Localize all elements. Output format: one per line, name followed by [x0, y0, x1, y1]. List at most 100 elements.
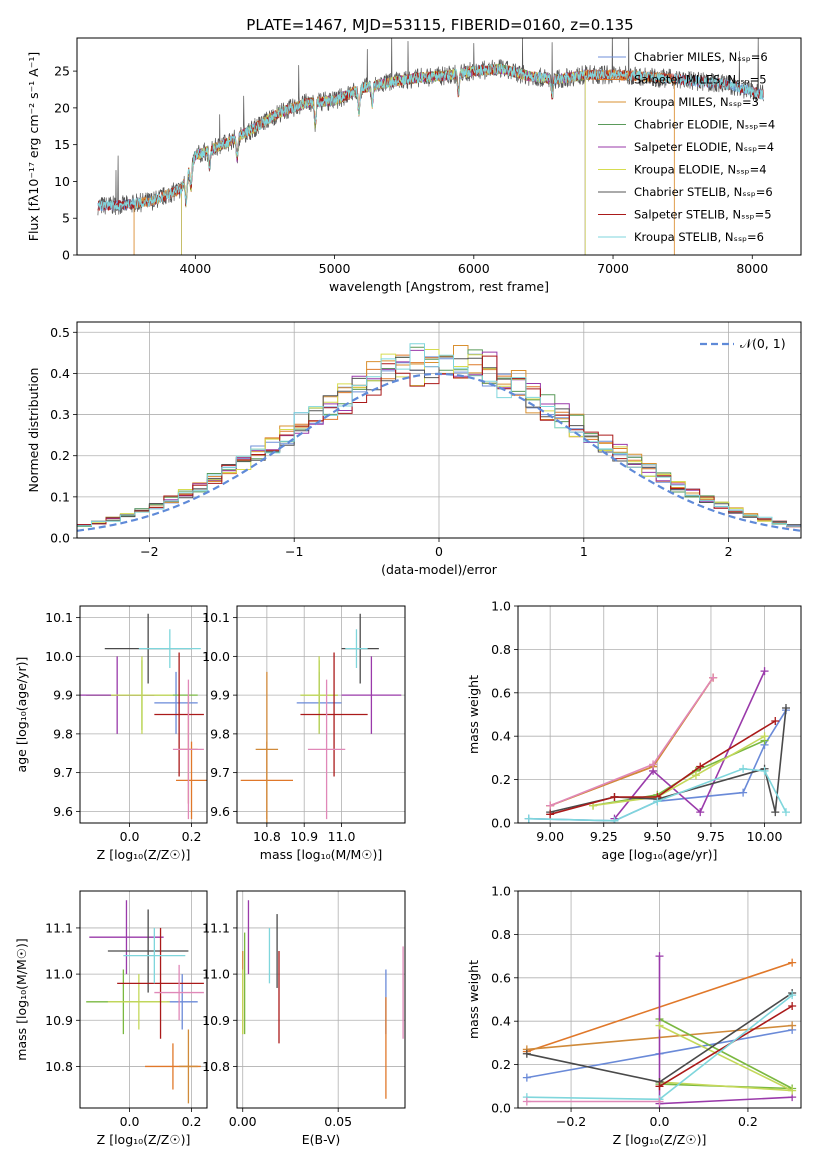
- x-tick-label: 11.0: [328, 829, 356, 844]
- y-axis-label: Flux [fλ10⁻¹⁷ erg cm⁻² s⁻¹ A⁻¹]: [26, 52, 41, 241]
- gaussian-curve: [77, 372, 801, 532]
- x-tick-label: 9.50: [643, 829, 671, 844]
- x-axis-label: Z [log₁₀(Z/Z☉)]: [97, 1132, 191, 1147]
- spectrum-line-5: [181, 65, 586, 255]
- data-point-marker: [739, 764, 748, 773]
- x-axis-label: mass [log₁₀(M/M☉)]: [260, 847, 382, 862]
- data-point-marker: [610, 816, 619, 823]
- mass-weight-line: [528, 767, 787, 822]
- x-tick-label: 10.8: [253, 829, 281, 844]
- y-tick-label: 0.0: [491, 1101, 511, 1116]
- data-point-marker: [522, 1049, 531, 1058]
- massweight-vs-metallicity-panel: −0.2 0.0 0.2 0.0 0.2 0.4 0.6 0.8 1.0 Z [log₁₀(Z/Z…: [466, 884, 802, 1147]
- spectrum-line-6: [181, 63, 586, 255]
- y-tick-label: 9.8: [210, 726, 230, 741]
- y-tick-label: 9.9: [53, 688, 73, 703]
- x-axis-label: (data-model)/error: [381, 562, 498, 577]
- y-tick-label: 15: [54, 137, 70, 152]
- data-point-marker: [788, 1002, 797, 1011]
- x-tick-label: −2: [140, 544, 158, 559]
- y-tick-label: 11.0: [45, 967, 73, 982]
- y-tick-label: 10.0: [45, 649, 73, 664]
- legend-entry: Kroupa MILES, Nₛₛₚ=3: [634, 95, 759, 109]
- data-point-marker: [739, 788, 748, 797]
- data-point-marker: [653, 797, 662, 806]
- mass-weight-line: [549, 677, 714, 807]
- x-tick-label: −1: [285, 544, 303, 559]
- data-point-marker: [696, 762, 705, 771]
- x-tick-label: 10.00: [747, 829, 783, 844]
- y-tick-label: 0: [62, 248, 70, 263]
- y-tick-label: 9.7: [210, 765, 230, 780]
- y-tick-label: 0.6: [491, 970, 511, 985]
- data-point-marker: [655, 1097, 664, 1106]
- figure-title: PLATE=1467, MJD=53115, FIBERID=0160, z=0…: [246, 16, 633, 34]
- x-axis-label: Z [log₁₀(Z/Z☉)]: [613, 1132, 707, 1147]
- data-point-marker: [781, 703, 790, 712]
- data-point-marker: [760, 732, 769, 741]
- y-tick-label: 9.6: [210, 804, 230, 819]
- y-tick-label: 0.8: [491, 642, 511, 657]
- y-tick-label: 0.8: [491, 927, 511, 942]
- axes-frame: [79, 890, 208, 1109]
- age-vs-mass-panel: 10.8 10.9 11.0 9.6 9.7 9.8 9.9 10.0 10.1 mass [lo…: [202, 605, 406, 862]
- legend-entry: Kroupa STELIB, Nₛₛₚ=6: [634, 230, 764, 244]
- y-tick-label: 0.2: [491, 1057, 511, 1072]
- data-point-marker: [610, 792, 619, 801]
- y-tick-label: 0.4: [491, 1014, 511, 1029]
- data-point-marker: [760, 766, 769, 775]
- x-tick-label: 2: [725, 544, 733, 559]
- y-tick-label: 0.0: [491, 816, 511, 831]
- y-tick-label: 10.1: [202, 610, 230, 625]
- axes-frame: [236, 605, 406, 824]
- y-tick-label: 0.4: [50, 366, 70, 381]
- data-point-marker: [781, 808, 790, 817]
- massweight-vs-age-panel: 9.00 9.25 9.50 9.75 10.00 0.0 0.2 0.4 0.6 0.8 1.0 a…: [466, 599, 802, 862]
- y-tick-label: 10.9: [45, 1013, 73, 1028]
- data-point-marker: [546, 810, 555, 819]
- axes-frame: [517, 890, 802, 1109]
- legend-entry: Chabrier ELODIE, Nₛₛₚ=4: [634, 118, 775, 132]
- data-point-marker: [788, 1021, 797, 1030]
- plot-area: [522, 952, 797, 1108]
- legend-entry: Kroupa ELODIE, Nₛₛₚ=4: [634, 163, 767, 177]
- data-point-marker: [522, 1097, 531, 1106]
- data-point-marker: [546, 801, 555, 810]
- x-tick-label: 0.05: [324, 1114, 352, 1129]
- y-tick-label: 25: [54, 64, 70, 79]
- y-tick-label: 20: [54, 100, 70, 115]
- x-tick-label: 0.2: [738, 1114, 758, 1129]
- y-axis-label: Normed distribution: [26, 368, 41, 493]
- spectrum-line-9: [97, 63, 764, 211]
- y-tick-label: 10.1: [45, 610, 73, 625]
- mass-weight-line: [549, 677, 714, 807]
- y-axis-label: mass [log₁₀(M/M☉)]: [14, 938, 29, 1060]
- x-axis-label: wavelength [Angstrom, rest frame]: [329, 279, 549, 294]
- y-tick-label: 9.6: [53, 804, 73, 819]
- mass-weight-line: [659, 1018, 793, 1090]
- data-point-marker: [771, 717, 780, 726]
- plot-area: [97, 38, 764, 255]
- data-point-marker: [649, 760, 658, 769]
- x-tick-label: 0.00: [229, 1114, 257, 1129]
- data-point-marker: [696, 808, 705, 817]
- spectrum-line-4: [181, 63, 586, 255]
- y-axis-label: mass weight: [466, 960, 481, 1039]
- mass-weight-line: [659, 1024, 793, 1092]
- x-tick-label: 9.75: [697, 829, 725, 844]
- legend-entry: Chabrier STELIB, Nₛₛₚ=6: [634, 185, 773, 199]
- y-axis-label: mass weight: [466, 675, 481, 754]
- plot-area: [80, 613, 207, 820]
- legend-entry: Salpeter ELODIE, Nₛₛₚ=4: [634, 140, 774, 154]
- residuals-panel: −2 −1 0 1 2 0.0 0.1 0.2 0.3 0.4 0.5 (data-model)/er…: [26, 321, 802, 577]
- y-tick-label: 0.0: [50, 531, 70, 546]
- y-tick-label: 0.2: [50, 448, 70, 463]
- mass-vs-metallicity-panel: 0.0 0.2 10.8 10.9 11.0 11.1 Z [log₁₀(Z/Z☉)] mas…: [14, 890, 208, 1147]
- legend-entry: 𝒩(0, 1): [740, 336, 786, 351]
- legend-entry: Chabrier MILES, Nₛₛₚ=6: [634, 50, 768, 64]
- y-tick-label: 9.7: [53, 765, 73, 780]
- mass-weight-line: [549, 677, 714, 807]
- y-tick-label: 0.6: [491, 685, 511, 700]
- x-tick-label: 0.2: [182, 829, 202, 844]
